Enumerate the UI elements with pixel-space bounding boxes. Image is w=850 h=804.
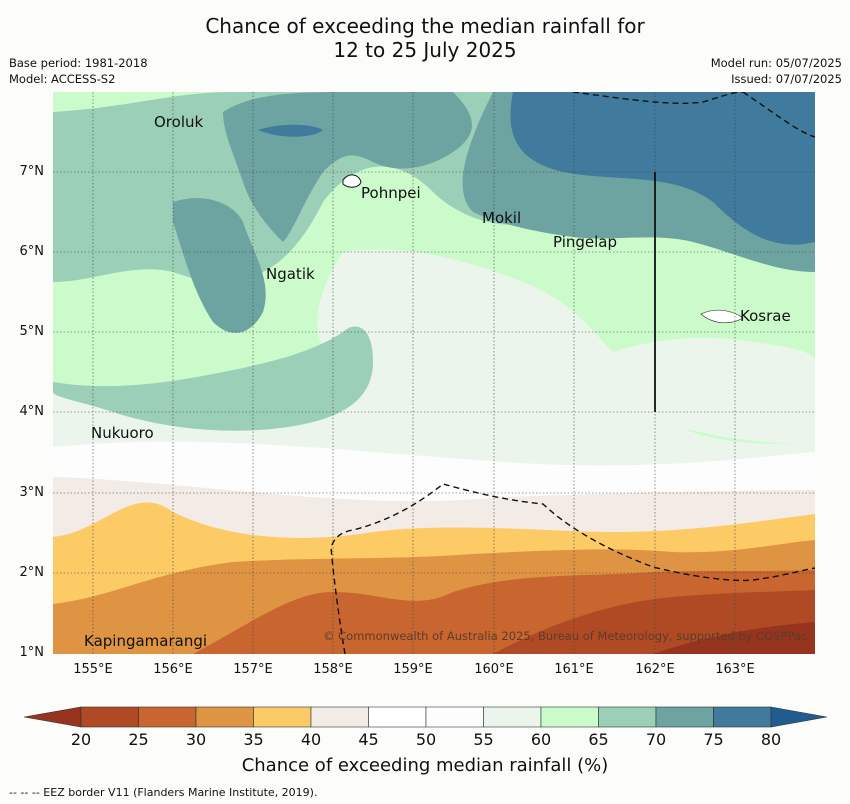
colorbar-tick-label: 45: [358, 730, 379, 749]
colorbar-tick-label: 70: [645, 730, 667, 749]
lon-label-161e: 161°E: [554, 662, 594, 677]
colorbar-title: Chance of exceeding median rainfall (%): [241, 755, 609, 776]
colorbar-tick-label: 30: [185, 730, 207, 749]
colorbar-tick-label: 65: [588, 730, 609, 749]
band-65-70-south: [53, 326, 373, 431]
eez-border: [330, 92, 815, 654]
band-70-75-west: [173, 198, 266, 333]
meta-left: Base period: 1981-2018 Model: ACCESS-S2: [9, 55, 148, 87]
title-line1: Chance of exceeding the median rainfall …: [205, 14, 645, 38]
map-area[interactable]: Oroluk Pohnpei Mokil Pingelap Ngatik Kos…: [53, 92, 815, 654]
place-kapingamarangi: Kapingamarangi: [84, 632, 207, 650]
lon-label-156e: 156°E: [153, 662, 193, 677]
colorbar-segment: [425, 706, 484, 728]
colorbar-tick-label: 55: [473, 730, 494, 749]
graticule: [53, 92, 815, 654]
kosrae-island: [700, 309, 744, 324]
colorbar-segment: [598, 706, 657, 728]
lon-label-162e: 162°E: [635, 662, 675, 677]
colorbar-segment: [195, 706, 254, 728]
colorbar-tick-label: 75: [703, 730, 724, 749]
map-title: Chance of exceeding the median rainfall …: [0, 14, 850, 62]
place-kosrae: Kosrae: [740, 307, 791, 325]
model-run: Model run: 05/07/2025: [710, 56, 842, 70]
colorbar-tick-label: 60: [530, 730, 552, 749]
lon-label-155e: 155°E: [73, 662, 113, 677]
lat-label-5n: 5°N: [19, 324, 45, 339]
colorbar-tick-label: 50: [415, 730, 437, 749]
copyright-notice: © Commonwealth of Australia 2025, Bureau…: [323, 629, 808, 643]
place-oroluk: Oroluk: [154, 113, 203, 131]
colorbar-segment: [368, 706, 427, 728]
band-55-60-interior: [317, 249, 815, 443]
lat-label-6n: 6°N: [19, 244, 45, 259]
colorbar-segment: [253, 706, 312, 728]
eez-note: -- -- -- EEZ border V11 (Flanders Marine…: [9, 786, 318, 799]
pohnpei-island: [342, 174, 362, 188]
lat-label-2n: 2°N: [19, 565, 45, 580]
colorbar: [24, 706, 828, 728]
place-ngatik: Ngatik: [266, 265, 315, 283]
colorbar-tick-label: 40: [300, 730, 322, 749]
map-svg: Oroluk Pohnpei Mokil Pingelap Ngatik Kos…: [53, 92, 815, 654]
lon-label-160e: 160°E: [474, 662, 514, 677]
band-below-20: [653, 622, 815, 654]
colorbar-segment: [483, 706, 542, 728]
colorbar-segment: [655, 706, 714, 728]
model-name: Model: ACCESS-S2: [9, 72, 116, 86]
colorbar-tick-label: 20: [70, 730, 92, 749]
lat-label-4n: 4°N: [19, 404, 45, 419]
colorbar-segment: [80, 706, 139, 728]
colorbar-segment: [713, 706, 772, 728]
issued-date: Issued: 07/07/2025: [731, 72, 842, 86]
lat-label-3n: 3°N: [19, 485, 45, 500]
place-pohnpei: Pohnpei: [361, 184, 421, 202]
colorbar-segment: [310, 706, 369, 728]
colorbar-tick-label: 25: [128, 730, 149, 749]
base-period: Base period: 1981-2018: [9, 56, 148, 70]
colorbar-segment: [540, 706, 599, 728]
lon-label-158e: 158°E: [313, 662, 353, 677]
title-line2: 12 to 25 July 2025: [333, 38, 517, 62]
lon-label-163e: 163°E: [715, 662, 755, 677]
lat-label-1n: 1°N: [19, 645, 45, 660]
colorbar-under: [24, 706, 82, 728]
place-pingelap: Pingelap: [553, 233, 617, 251]
lon-label-159e: 159°E: [393, 662, 433, 677]
lon-label-157e: 157°E: [233, 662, 273, 677]
meta-right: Model run: 05/07/2025 Issued: 07/07/2025: [711, 55, 842, 87]
colorbar-tick-label: 80: [760, 730, 782, 749]
place-mokil: Mokil: [482, 209, 521, 227]
place-nukuoro: Nukuoro: [91, 424, 154, 442]
band-75-80: [510, 92, 815, 245]
band-75-80-patch: [258, 124, 323, 137]
colorbar-tick-label: 35: [243, 730, 264, 749]
colorbar-segment: [138, 706, 197, 728]
colorbar-over: [770, 706, 828, 728]
lat-label-7n: 7°N: [19, 164, 45, 179]
